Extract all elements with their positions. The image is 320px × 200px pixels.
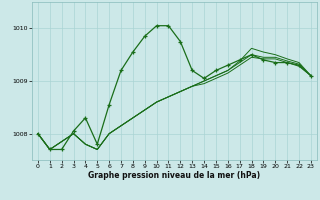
X-axis label: Graphe pression niveau de la mer (hPa): Graphe pression niveau de la mer (hPa)	[88, 171, 260, 180]
